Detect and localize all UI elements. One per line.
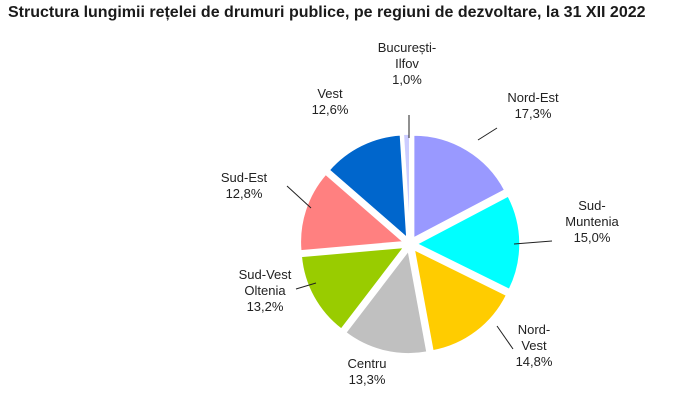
slice-name-label: Ilfov (395, 56, 419, 71)
leader-line (513, 240, 553, 245)
pie-slice (413, 248, 508, 352)
slice-name-label: București- (378, 40, 437, 55)
slice-name-label: Oltenia (244, 283, 286, 298)
slice-label: Centru 13,3% (347, 356, 386, 387)
slice-name-label: Nord-Est (507, 90, 559, 105)
leader-line (496, 325, 514, 350)
slice-label: Nord-Est 17,3% (507, 90, 559, 121)
slice-value-label: 13,2% (247, 299, 284, 314)
pie-slice (415, 194, 521, 291)
leader-lines (286, 115, 553, 350)
slice-label: Sud-Est 12,8% (221, 170, 268, 201)
slice-value-label: 1,0% (392, 72, 422, 87)
slice-label: Nord-Vest 14,8% (516, 322, 553, 369)
slice-value-label: 13,3% (349, 372, 386, 387)
slice-value-label: 17,3% (515, 106, 552, 121)
slice-name-label: Sud- (578, 198, 605, 213)
pie-slices (299, 133, 521, 355)
slice-labels: Nord-Est 17,3%Sud-Muntenia 15,0%Nord-Vest 1… (221, 40, 620, 387)
leader-line (477, 127, 498, 141)
leader-line (295, 282, 317, 290)
pie-slice (344, 249, 428, 355)
pie-slice (402, 133, 411, 238)
slice-value-label: 12,6% (312, 102, 349, 117)
slice-label: Sud-Vest Oltenia 13,2% (239, 267, 292, 314)
pie-slice (300, 246, 406, 331)
leader-line (286, 185, 312, 209)
slice-name-label: Nord- (518, 322, 551, 337)
chart-title: Structura lungimii rețelei de drumuri pu… (8, 4, 646, 21)
slice-value-label: 15,0% (574, 230, 611, 245)
slice-name-label: Centru (347, 356, 386, 371)
slice-label: Vest 12,6% (312, 86, 349, 117)
slice-name-label: Sud-Vest (239, 267, 292, 282)
pie-slice (412, 134, 506, 240)
slice-name-label: Vest (317, 86, 343, 101)
slice-label: Sud-Muntenia 15,0% (565, 198, 619, 245)
slice-name-label: Muntenia (565, 214, 619, 229)
slice-value-label: 12,8% (226, 186, 263, 201)
slice-label: București-Ilfov 1,0% (378, 40, 437, 87)
slice-name-label: Sud-Est (221, 170, 268, 185)
slice-name-label: Vest (521, 338, 547, 353)
pie-slice (328, 134, 408, 240)
slice-value-label: 14,8% (516, 354, 553, 369)
pie-slice (299, 173, 406, 252)
